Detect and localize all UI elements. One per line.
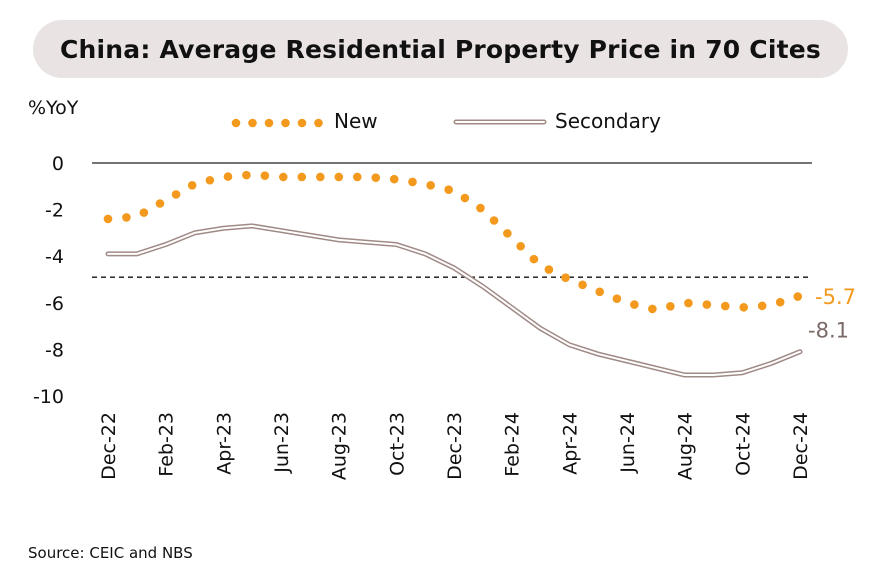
series-new-point <box>702 300 712 309</box>
legend-new-marker <box>231 118 241 128</box>
series-new-point <box>171 190 181 199</box>
x-tick-label: Dec-23 <box>444 412 466 480</box>
series-new-point <box>139 208 149 217</box>
x-tick-label: Apr-23 <box>213 412 235 475</box>
series-new-point <box>408 177 417 187</box>
series-new-point <box>684 298 693 308</box>
series-new-point <box>720 301 730 311</box>
y-tick-label: -6 <box>45 293 64 315</box>
x-tick-label: Jun-24 <box>617 412 639 474</box>
series-new-point <box>516 241 525 251</box>
series-new-point <box>223 172 233 181</box>
series-new-point <box>315 172 325 182</box>
y-tick-label: 0 <box>52 153 64 175</box>
series-new-point <box>595 287 605 297</box>
series-new-point <box>476 203 485 213</box>
series-new-point <box>739 303 749 312</box>
series-new-point <box>205 175 215 185</box>
x-tick-label: Apr-24 <box>559 412 581 475</box>
series-new-point <box>371 173 381 182</box>
series-new-point <box>503 229 512 238</box>
series-new-point <box>775 297 785 307</box>
x-tick-label: Dec-22 <box>98 412 120 480</box>
legend-secondary-label: Secondary <box>555 109 661 133</box>
series-new-point <box>460 193 470 203</box>
legend-new-marker <box>297 118 307 128</box>
series-secondary-line-inner <box>107 224 801 377</box>
series-new-point <box>187 180 197 190</box>
y-tick-label: -8 <box>45 339 64 361</box>
chart-title-banner: China: Average Residential Property Pric… <box>33 20 848 78</box>
series-new-point <box>155 199 165 208</box>
x-tick-label: Oct-24 <box>732 412 754 476</box>
series-new-point <box>103 214 113 224</box>
series-new-point <box>278 172 288 182</box>
x-tick-label: Feb-24 <box>502 412 524 477</box>
series-new-point <box>648 304 657 314</box>
legend-new-marker <box>248 118 257 128</box>
legend-new-label: New <box>334 109 378 133</box>
x-tick-label: Jun-23 <box>271 412 293 474</box>
x-tick-label: Dec-24 <box>790 412 812 480</box>
series-new-point <box>352 172 362 182</box>
series-secondary-line <box>105 223 803 378</box>
x-tick-label: Aug-24 <box>675 412 697 480</box>
series-new-point <box>426 181 435 190</box>
series-new-point <box>334 172 344 182</box>
series-new-point <box>666 301 675 311</box>
series-new-point <box>122 213 131 222</box>
series-new-point <box>612 294 622 304</box>
legend-new-marker <box>314 118 323 128</box>
series-new-point <box>242 170 251 180</box>
legend-new-marker <box>281 118 290 128</box>
series-new-point <box>544 265 554 274</box>
series-new-point <box>630 300 639 309</box>
series-new-point <box>444 185 453 194</box>
series-new-end-label: -5.7 <box>815 285 856 309</box>
series-new-point <box>561 273 570 282</box>
series-new-point <box>260 171 270 180</box>
x-tick-label: Aug-23 <box>329 412 351 480</box>
series-new-point <box>489 216 499 225</box>
x-tick-label: Oct-23 <box>386 412 408 476</box>
y-tick-label: -2 <box>45 200 64 222</box>
legend-new-marker <box>264 118 274 128</box>
x-tick-label: Feb-23 <box>156 412 178 477</box>
source-note: Source: CEIC and NBS <box>28 544 193 562</box>
y-axis-label: %YoY <box>28 97 79 119</box>
y-tick-label: -10 <box>33 386 64 408</box>
chart-title: China: Average Residential Property Pric… <box>59 34 822 64</box>
series-secondary-end-label: -8.1 <box>808 319 849 343</box>
series-new-point <box>757 301 767 311</box>
series-new-point <box>297 172 307 182</box>
y-tick-label: -4 <box>45 246 64 268</box>
series-new-point <box>389 174 399 184</box>
series-new-point <box>793 292 803 301</box>
series-new-point <box>578 280 587 290</box>
series-new-point <box>529 254 539 264</box>
